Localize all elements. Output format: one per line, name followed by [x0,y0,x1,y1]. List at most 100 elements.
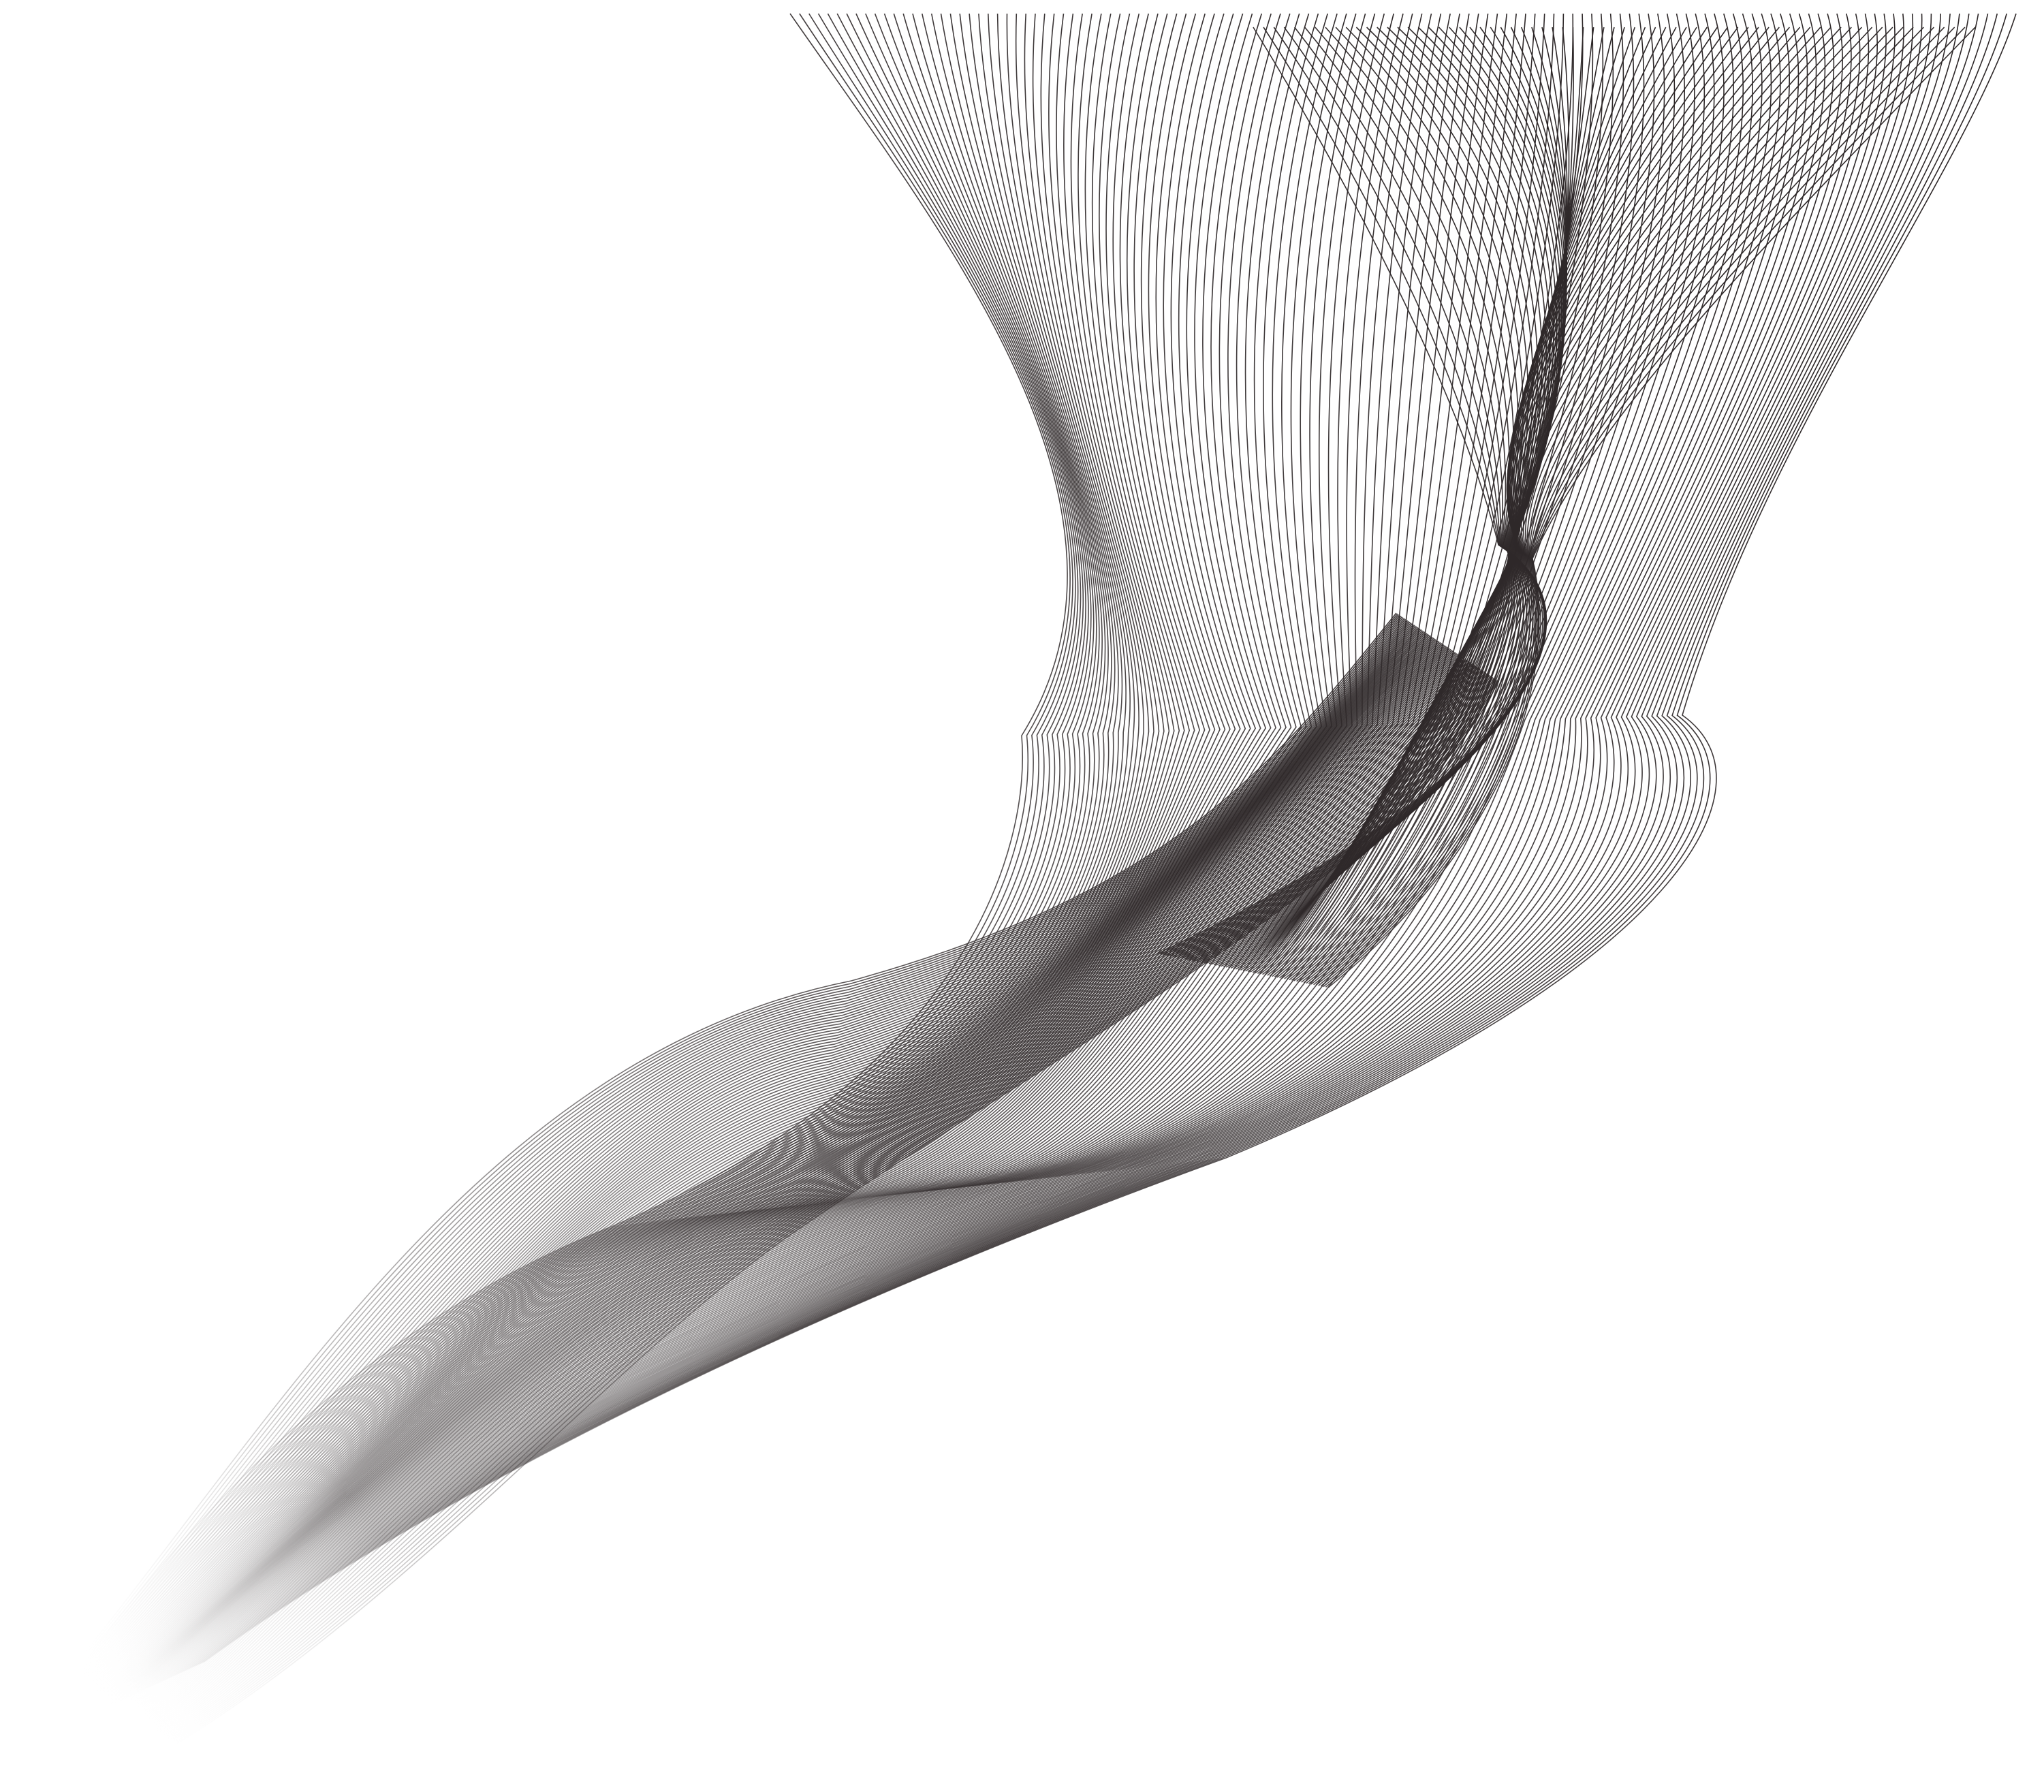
wave-line [96,635,1432,1709]
wave-line [138,13,1565,1693]
wave-line [1310,27,1904,985]
wave-line [151,13,1655,1687]
wave-line [133,13,1526,1695]
wave-line [131,13,1517,1696]
wave-line [31,13,1076,1742]
wave-line [93,13,1272,1714]
wave-line [70,621,1411,1697]
wave-line [183,13,1878,1672]
wave-line [81,627,1419,1702]
wave-line [47,13,1109,1735]
wave-line [148,13,1635,1688]
wave-line [28,13,1071,1744]
wave-line [95,635,1431,1708]
wave-line [159,13,1715,1684]
wave-line [78,13,1216,1720]
wave-line [95,13,1276,1713]
wave-line [126,13,1479,1699]
wave-line [204,13,2017,1663]
wave-line [82,628,1421,1703]
wave-line [89,13,1257,1716]
wave-line [1325,27,1966,988]
wave-line [116,13,1413,1703]
wave-line [171,13,1799,1678]
wave-line [179,13,1852,1674]
wave-line [88,13,1251,1716]
wave-line [178,13,1843,1675]
wave-line [156,13,1695,1684]
wave-line [106,13,1338,1708]
wave-line [1308,27,1893,984]
wave-line [1313,27,1914,986]
wave-line [123,13,1460,1700]
wave-line [57,13,1135,1731]
wave-line [153,13,1676,1686]
wave-line [35,13,1084,1740]
wave-line [70,13,1185,1725]
wave-line [182,13,1870,1673]
wave-line [104,13,1328,1708]
wave-line [103,13,1319,1709]
wave-line [115,13,1404,1703]
wave-line [160,13,1725,1683]
wave-line [187,13,1904,1670]
wave-line [107,13,1347,1708]
wave-line [27,13,1068,1744]
wave-line [1298,27,1852,983]
wave-line [167,13,1772,1680]
wave-line [80,13,1221,1720]
wave-line [134,13,1536,1695]
wave-line [43,13,1100,1737]
wave-line [85,630,1423,1703]
wave-line [62,13,1154,1728]
wave-line [81,13,1226,1719]
wave-line [1323,27,1955,988]
wave-line [65,13,1165,1727]
wave-line [44,13,1103,1736]
wave-line [72,622,1412,1698]
wave-line [190,13,1923,1669]
wave-line [92,13,1267,1714]
wave-line [77,13,1210,1721]
wave-line [67,620,1409,1696]
wave-line [1296,27,1842,982]
wave-line [191,13,1932,1668]
wave-line [78,626,1417,1701]
wave-line [189,13,1914,1669]
front-fold-ribbon [1157,27,1976,988]
wave-line [127,13,1489,1698]
wave-line [164,13,1753,1681]
wave-line [175,13,1826,1676]
wave-line [36,13,1086,1740]
wave-line [29,13,1073,1743]
wave-line [55,13,1131,1731]
wave-line [119,13,1432,1701]
wave-line [51,13,1119,1733]
wave-line [1303,27,1873,984]
wave-line [1327,27,1976,988]
wave-line [155,13,1685,1685]
wave-line [186,13,1896,1671]
wave-line [197,13,1970,1666]
wave-line [61,13,1150,1729]
wave-line [54,612,1397,1690]
wave-line [84,13,1236,1718]
wave-line [32,13,1079,1742]
wave-line [172,13,1808,1677]
wave-line [100,13,1300,1710]
wave-line [96,13,1282,1712]
wave-line [157,13,1705,1684]
wave-line [89,632,1426,1705]
wave-line [166,13,1763,1680]
wave-line [69,13,1180,1725]
wave-line [91,13,1261,1715]
wave-line [1293,27,1831,981]
wave-line [46,13,1106,1735]
wave-line [168,13,1781,1679]
wave-line [37,13,1089,1740]
wave-line [180,13,1861,1673]
wave-line [69,620,1409,1697]
wave-line [161,13,1734,1682]
wave-line [176,13,1835,1676]
